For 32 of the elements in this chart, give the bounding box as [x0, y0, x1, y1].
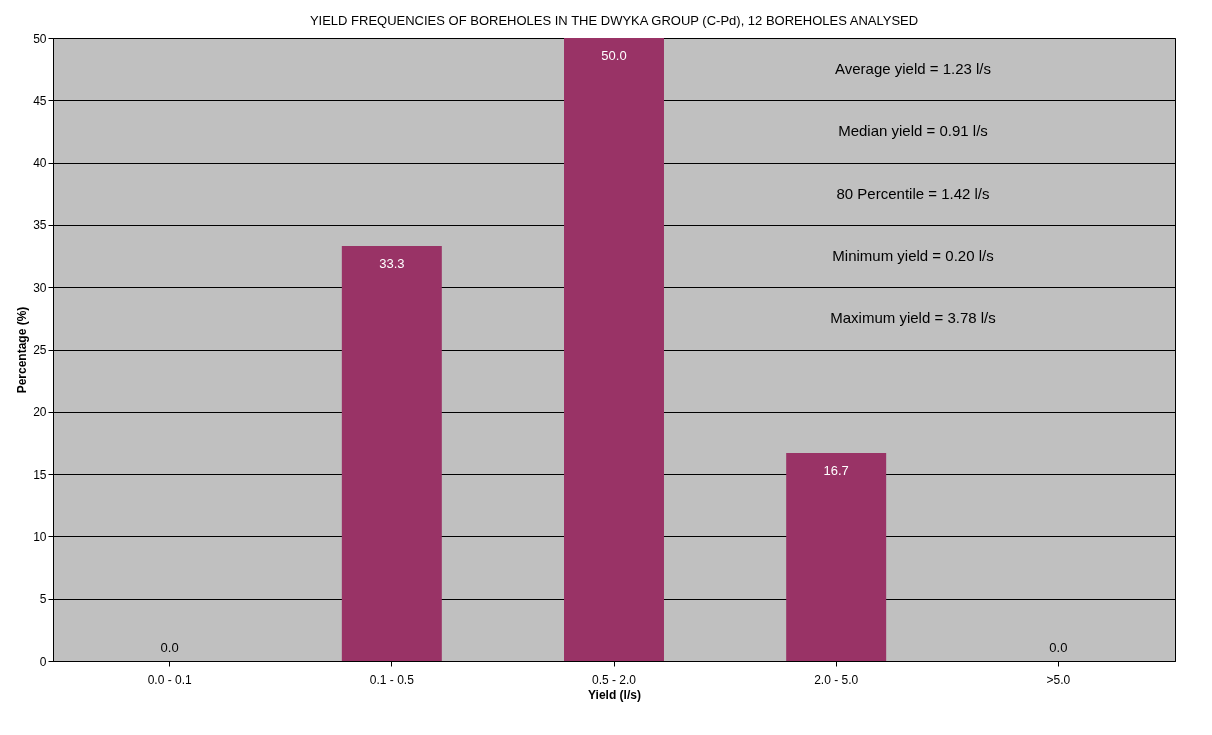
y-tick-label: 45 — [33, 93, 47, 108]
x-axis-title: Yield (l/s) — [588, 687, 641, 702]
data-label: 0.0 — [160, 640, 179, 655]
x-tick-label: 0.1 - 0.5 — [369, 672, 415, 687]
bar — [341, 246, 442, 661]
chart-title: YIELD FREQUENCIES OF BOREHOLES IN THE DWYKA GROUP (C-Pd), 12 BOREHOLES ANALYSED — [309, 13, 919, 28]
annotation: Median yield = 0.91 l/s — [838, 122, 988, 140]
x-tick-label: 2.0 - 5.0 — [814, 672, 859, 687]
data-label: 50.0 — [601, 48, 627, 63]
data-label: 16.7 — [823, 462, 849, 478]
x-tick-label: >5.0 — [1046, 672, 1071, 687]
y-tick-label: 5 — [39, 592, 47, 607]
y-tick-label: 15 — [33, 467, 47, 482]
y-tick-label: 0 — [39, 654, 47, 669]
bar — [564, 38, 664, 661]
annotation: Average yield = 1.23 l/s — [834, 60, 992, 78]
y-axis-title: Percentage (%) — [15, 306, 30, 394]
annotation: 80 Percentile = 1.42 l/s — [836, 184, 990, 202]
annotation: Minimum yield = 0.20 l/s — [832, 247, 994, 265]
data-label: 33.3 — [379, 256, 405, 272]
y-tick-label: 10 — [33, 529, 47, 544]
data-label: 0.0 — [1049, 640, 1068, 655]
x-tick-label: 0.5 - 2.0 — [591, 672, 637, 687]
y-tick-label: 20 — [33, 405, 47, 420]
x-tick-label: 0.0 - 0.1 — [147, 672, 192, 687]
y-tick-label: 35 — [33, 218, 47, 233]
bar — [786, 452, 887, 661]
y-tick-label: 25 — [33, 343, 47, 357]
y-tick-label: 50 — [33, 31, 47, 46]
y-tick-label: 40 — [33, 156, 47, 171]
y-tick-label: 30 — [33, 280, 47, 295]
annotation: Maximum yield = 3.78 l/s — [830, 309, 996, 327]
